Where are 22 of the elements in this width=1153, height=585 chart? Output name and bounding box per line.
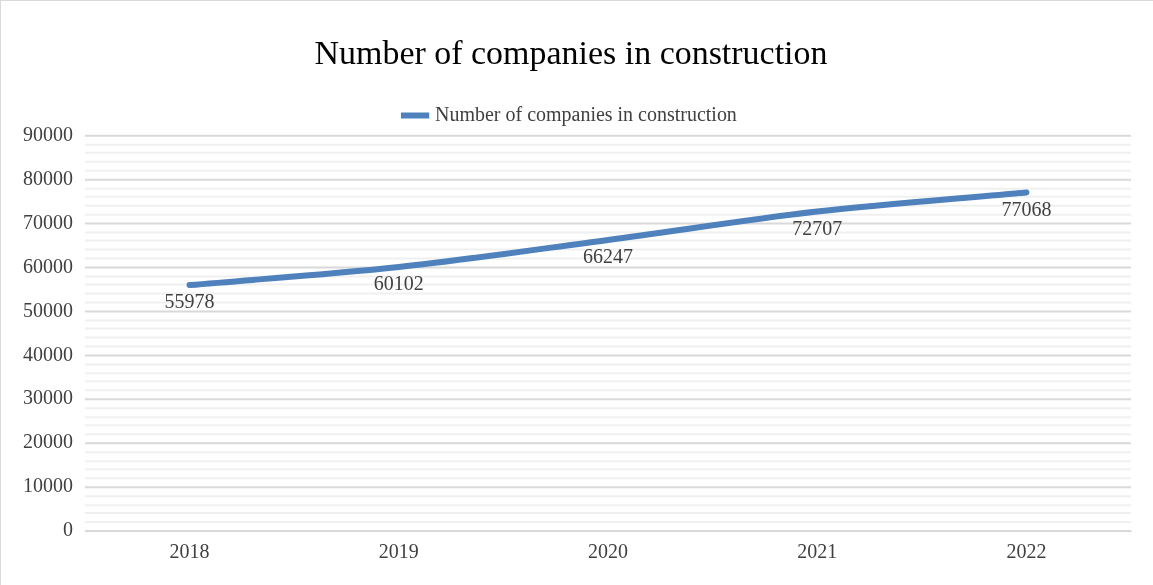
- y-tick-label: 90000: [22, 122, 73, 145]
- y-tick-label: 40000: [22, 342, 73, 365]
- x-tick-label: 2019: [378, 540, 419, 563]
- y-tick-label: 30000: [22, 386, 73, 409]
- data-label: 72707: [792, 216, 843, 239]
- x-tick-label: 2018: [169, 540, 210, 563]
- y-tick-label: 10000: [22, 474, 73, 497]
- y-tick-label: 70000: [22, 210, 73, 233]
- data-label: 60102: [373, 272, 424, 295]
- data-label: 55978: [164, 290, 215, 313]
- y-tick-label: 80000: [22, 166, 73, 189]
- y-tick-label: 0: [62, 518, 73, 541]
- y-tick-label: 20000: [22, 430, 73, 453]
- data-label: 77068: [1001, 197, 1052, 220]
- x-tick-label: 2020: [588, 540, 628, 563]
- x-tick-label: 2022: [1006, 540, 1047, 563]
- x-tick-label: 2021: [797, 540, 838, 563]
- legend-label: Number of companies in construction: [435, 102, 737, 126]
- y-tick-label: 60000: [22, 254, 73, 277]
- data-label: 66247: [583, 245, 633, 268]
- chart-title: Number of companies in construction: [314, 34, 828, 72]
- y-tick-label: 50000: [22, 298, 73, 321]
